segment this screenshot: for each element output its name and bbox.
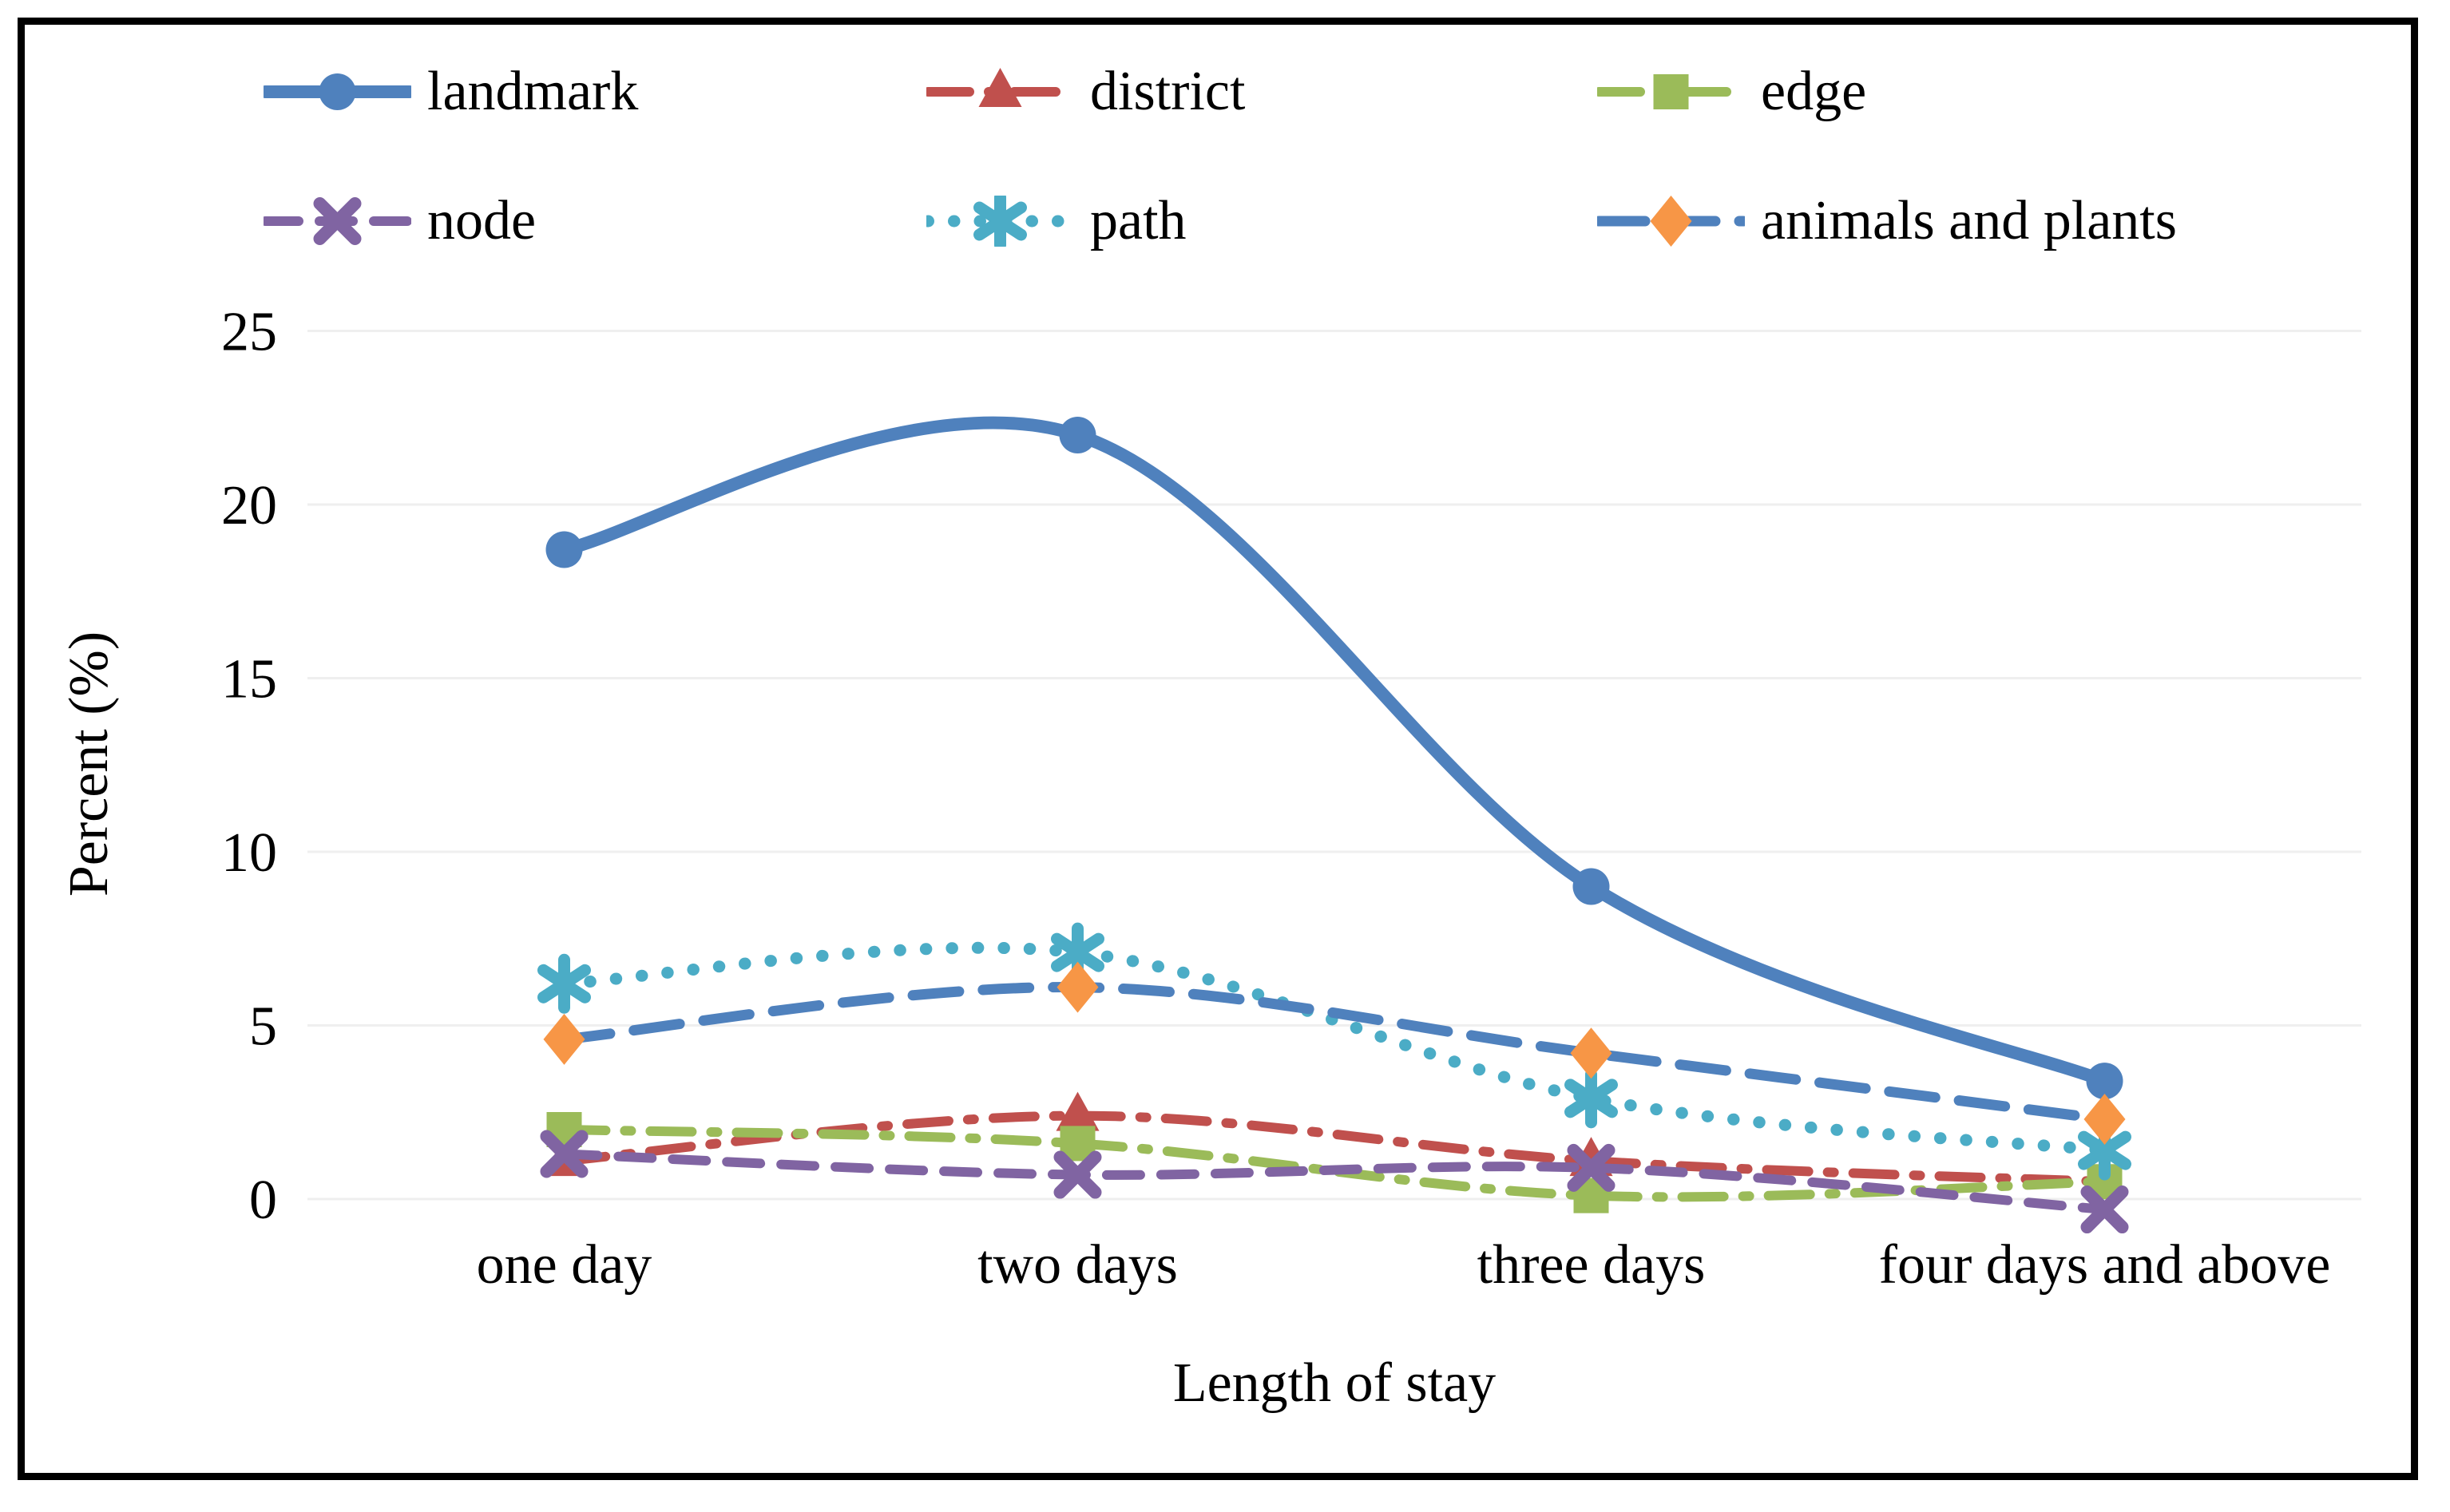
data-point-marker-x	[313, 197, 362, 245]
data-point-marker-diamond	[2083, 1093, 2126, 1145]
y-tick-label: 25	[221, 302, 277, 363]
series-node	[540, 1130, 2129, 1234]
legend-swatch	[264, 73, 411, 110]
legend-swatch	[1597, 196, 1745, 247]
legend-swatch	[264, 197, 411, 245]
x-tick-label: two days	[977, 1234, 1178, 1296]
data-point-marker-x	[1053, 1150, 1102, 1199]
series-line	[558, 941, 2111, 1157]
data-point-marker-triangle	[1056, 1091, 1100, 1131]
y-tick-label: 5	[249, 996, 277, 1058]
x-tick-label: one day	[477, 1234, 652, 1296]
data-point-marker-diamond	[1650, 196, 1692, 247]
x-tick-label: four days and above	[1879, 1234, 2331, 1296]
data-point-marker-asterisk	[537, 953, 591, 1014]
y-tick-label: 0	[249, 1170, 277, 1231]
data-point-marker-circle	[2086, 1063, 2123, 1100]
legend-label: path	[1090, 190, 1187, 251]
legend-label: animals and plants	[1761, 190, 2178, 251]
legend-swatch	[926, 196, 1074, 247]
data-point-marker-asterisk	[1564, 1068, 1618, 1129]
data-point-marker-triangle	[978, 68, 1022, 107]
data-point-marker-circle	[1572, 868, 1610, 905]
series-animals-and-plants	[543, 961, 2126, 1145]
data-point-marker-asterisk	[973, 196, 1027, 247]
legend-label: edge	[1761, 61, 1867, 122]
y-axis-title: Percent (%)	[58, 631, 120, 897]
data-point-marker-circle	[1059, 417, 1096, 453]
legend-label: district	[1090, 61, 1246, 122]
legend-item-path: path	[926, 190, 1187, 251]
series-line	[559, 982, 2110, 1125]
data-point-marker-diamond	[543, 1013, 585, 1065]
data-point-marker-circle	[319, 73, 356, 110]
legend-label: landmark	[427, 61, 639, 122]
data-point-marker-x	[540, 1130, 589, 1178]
legend-label: node	[427, 190, 537, 251]
x-tick-label: three days	[1477, 1234, 1706, 1296]
legend-swatch	[926, 68, 1074, 107]
legend-item-node: node	[264, 190, 537, 251]
legend-item-animals-and-plants: animals and plants	[1597, 190, 2178, 251]
data-point-marker-diamond	[1570, 1027, 1612, 1079]
data-point-marker-x	[1567, 1143, 1615, 1192]
series-line	[557, 416, 2111, 1088]
y-tick-label: 20	[221, 475, 277, 536]
legend-item-district: district	[926, 61, 1246, 122]
data-point-marker-square	[1653, 74, 1689, 109]
y-tick-label: 15	[221, 649, 277, 710]
series-line	[559, 1149, 2110, 1215]
legend-item-edge: edge	[1597, 61, 1867, 122]
x-axis-title: Length of stay	[1172, 1352, 1497, 1414]
series-path	[537, 922, 2131, 1181]
series-line	[559, 1110, 2110, 1187]
data-point-marker-circle	[545, 531, 583, 568]
series-district	[542, 1091, 2127, 1197]
legend-item-landmark: landmark	[264, 61, 639, 122]
y-tick-label: 10	[221, 822, 277, 884]
data-point-marker-diamond	[1057, 961, 1099, 1013]
data-point-marker-x	[2080, 1185, 2129, 1234]
series-landmark	[545, 416, 2123, 1100]
legend-swatch	[1597, 74, 1745, 109]
